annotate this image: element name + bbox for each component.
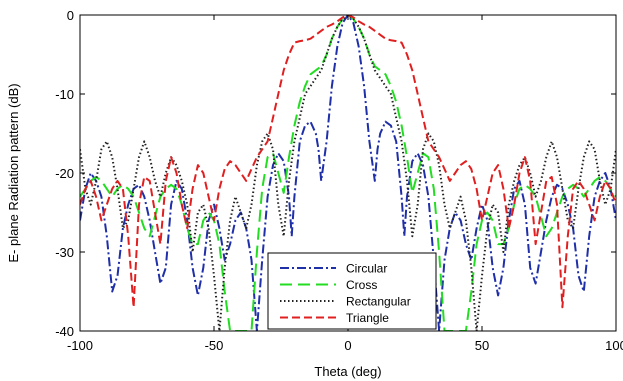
x-tick-label-4: 100 [605,338,623,353]
x-tick-label-3: 50 [475,338,489,353]
series-line-circular [80,15,616,331]
legend-box [267,252,437,330]
y-tick-label-0: 0 [67,8,74,23]
x-tick-label-1: -50 [205,338,224,353]
x-axis-title: Theta (deg) [314,364,381,379]
y-tick-label-1: -10 [55,87,74,102]
x-tick-label-2: 0 [344,338,351,353]
y-tick-label-4: -40 [55,324,74,339]
x-tick-label-0: -100 [67,338,93,353]
legend-label-triangle: Triangle [346,311,389,325]
y-tick-label-3: -30 [55,245,74,260]
series-layer [80,15,616,331]
axis-layer: -100 -50 0 50 100 0 -10 -20 -30 -40 [55,8,623,353]
y-tick-label-2: -20 [55,166,74,181]
series-line-cross [80,15,616,331]
series-line-triangle [80,15,616,309]
legend-label-circular: Circular [346,262,387,276]
y-axis-title: E- plane Radiation pattern (dB) [6,83,21,262]
legend-label-cross: Cross [346,278,377,292]
legend-label-rectangular: Rectangular [346,295,411,309]
legend: Circular Cross Rectangular Triangle [267,252,437,330]
